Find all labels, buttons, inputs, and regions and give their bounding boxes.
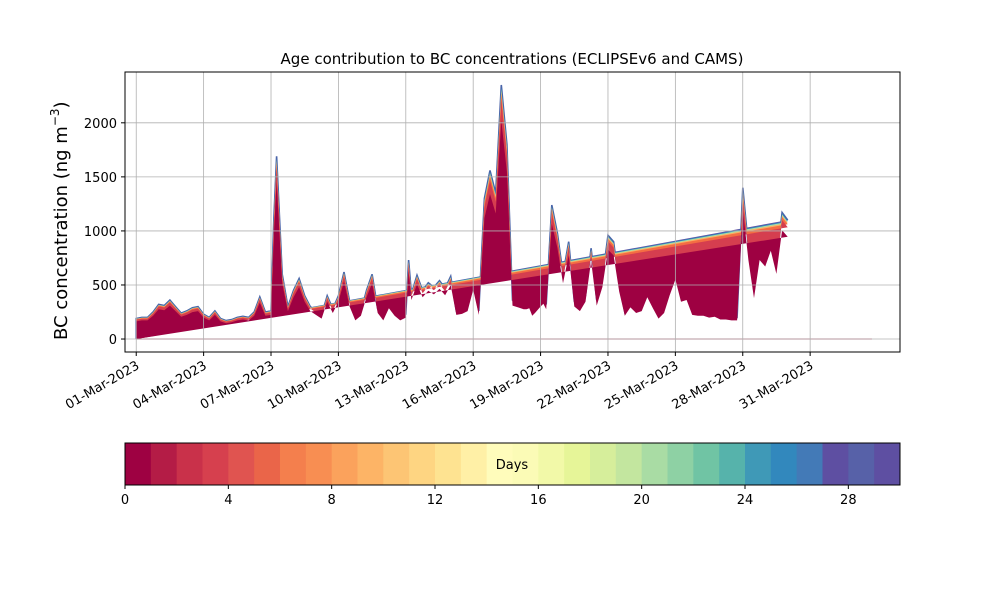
colorbar-bins (125, 443, 901, 485)
colorbar-bin (305, 443, 333, 485)
colorbar-bin (538, 443, 565, 485)
colorbar-tick-label: 20 (633, 493, 650, 508)
colorbar-bin (125, 443, 152, 485)
colorbar-bin (874, 443, 901, 485)
colorbar-tick-label: 8 (328, 493, 336, 508)
colorbar-bin (254, 443, 281, 485)
y-tick-label: 1000 (84, 225, 117, 240)
colorbar-bin (409, 443, 436, 485)
colorbar-bin (822, 443, 849, 485)
colorbar-bin (460, 443, 488, 485)
colorbar-tick-label: 24 (737, 493, 754, 508)
x-tick-label: 16-Mar-2023 (400, 358, 479, 412)
colorbar-label: Days (496, 458, 529, 473)
colorbar-bin (512, 443, 539, 485)
x-tick-label: 01-Mar-2023 (63, 358, 142, 412)
plot-background (125, 72, 900, 352)
grid-layer (125, 72, 900, 352)
colorbar-bin (486, 443, 513, 485)
colorbar-bin (745, 443, 772, 485)
x-tick-label: 19-Mar-2023 (467, 358, 546, 412)
colorbar-tick-label: 12 (427, 493, 444, 508)
colorbar-bin (770, 443, 798, 485)
y-tick-label: 1500 (84, 171, 117, 186)
y-tick-label: 0 (109, 333, 117, 348)
y-axis: 0 500 1000 1500 2000 (84, 117, 125, 348)
colorbar-bin (667, 443, 694, 485)
x-tick-label: 13-Mar-2023 (333, 358, 412, 412)
colorbar-tick-label: 4 (224, 493, 232, 508)
plot-frame (124, 71, 901, 353)
colorbar-bin (615, 443, 643, 485)
plot-area: 0 500 1000 1500 2000 01-Mar-202304-Mar-20230… (63, 71, 901, 413)
x-tick-label: 25-Mar-2023 (602, 358, 681, 412)
colorbar: Days 0 4 8 12 16 20 24 28 (121, 442, 901, 508)
age-band-0 (136, 120, 788, 339)
x-tick-label: 31-Mar-2023 (737, 358, 816, 412)
colorbar-bin (228, 443, 255, 485)
x-tick-label: 10-Mar-2023 (265, 358, 344, 412)
x-tick-label: 22-Mar-2023 (535, 358, 614, 412)
colorbar-bin (331, 443, 358, 485)
colorbar-tick-label: 28 (840, 493, 857, 508)
colorbar-ticks: 0 4 8 12 16 20 24 28 (121, 485, 857, 508)
colorbar-bin (202, 443, 229, 485)
colorbar-bin (590, 443, 617, 485)
y-tick-label: 2000 (84, 117, 117, 132)
colorbar-bin (564, 443, 591, 485)
x-tick-label: 28-Mar-2023 (670, 358, 749, 412)
colorbar-bin (280, 443, 307, 485)
x-axis: 01-Mar-202304-Mar-202307-Mar-202310-Mar-… (63, 352, 816, 413)
colorbar-bin (357, 443, 384, 485)
series-layer (135, 84, 872, 340)
colorbar-bin (435, 443, 462, 485)
y-tick-label: 500 (92, 279, 117, 294)
x-tick-label: 04-Mar-2023 (130, 358, 209, 412)
colorbar-tick-label: 16 (530, 493, 547, 508)
colorbar-bin (796, 443, 823, 485)
colorbar-bin (383, 443, 410, 485)
y-axis-label: BC concentration (ng m−3) (48, 101, 72, 340)
colorbar-bin (693, 443, 720, 485)
x-tick-label: 07-Mar-2023 (198, 358, 277, 412)
colorbar-bin (150, 443, 178, 485)
colorbar-bin (176, 443, 203, 485)
colorbar-frame (124, 442, 901, 486)
colorbar-tick-label: 0 (121, 493, 129, 508)
colorbar-bin (719, 443, 746, 485)
chart-title: Age contribution to BC concentrations (E… (281, 50, 744, 68)
colorbar-bin (848, 443, 875, 485)
colorbar-bin (641, 443, 668, 485)
